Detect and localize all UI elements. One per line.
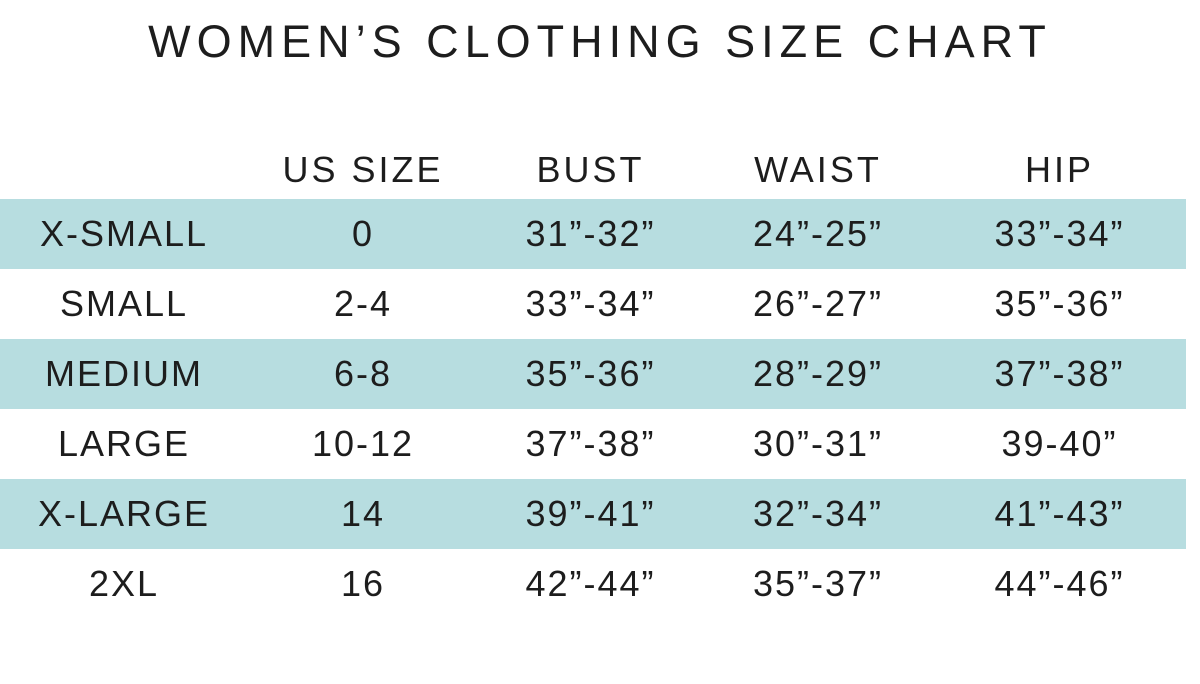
size-label-cell: LARGE [57, 422, 191, 464]
us-size-cell: 2-4 [333, 282, 393, 324]
hip-cell: 33”-34” [994, 212, 1125, 254]
size-column-header [0, 142, 248, 199]
hip-column-header: HIP [1024, 149, 1094, 191]
table-row-x-small: X-SMALL 0 31”-32” 24”-25” 33”-34” [0, 198, 1186, 269]
waist-cell: 26”-27” [752, 282, 884, 324]
table-row-large: LARGE 10-12 37”-38” 30”-31” 39-40” [0, 409, 1186, 479]
size-label-cell: 2XL [88, 562, 160, 604]
page-title: WOMEN’S CLOTHING SIZE CHART [148, 16, 1052, 67]
size-label-cell: MEDIUM [45, 352, 203, 394]
us-size-cell: 16 [340, 562, 386, 604]
us-size-column-header: US SIZE [282, 149, 444, 191]
hip-cell: 41”-43” [994, 492, 1125, 534]
hip-cell: 37”-38” [994, 352, 1125, 394]
us-size-cell: 10-12 [311, 422, 415, 464]
us-size-cell: 6-8 [333, 352, 393, 394]
size-label-cell: X-SMALL [39, 212, 209, 254]
bust-cell: 39”-41” [525, 492, 656, 534]
us-size-cell: 0 [351, 212, 375, 254]
hip-cell: 39-40” [1001, 422, 1118, 464]
bust-cell: 31”-32” [525, 212, 656, 254]
bust-column-header: BUST [536, 149, 645, 191]
waist-cell: 32”-34” [752, 492, 884, 534]
size-label-cell: SMALL [59, 282, 189, 324]
waist-cell: 28”-29” [752, 352, 884, 394]
table-row-medium: MEDIUM 6-8 35”-36” 28”-29” 37”-38” [0, 338, 1186, 409]
us-size-cell: 14 [340, 492, 386, 534]
bust-cell: 42”-44” [525, 562, 656, 604]
hip-cell: 44”-46” [994, 562, 1125, 604]
bust-cell: 37”-38” [525, 422, 656, 464]
bust-cell: 35”-36” [525, 352, 656, 394]
table-row-x-large: X-LARGE 14 39”-41” 32”-34” 41”-43” [0, 478, 1186, 549]
size-label-cell: X-LARGE [37, 492, 211, 534]
bust-cell: 33”-34” [525, 282, 656, 324]
table-row-small: SMALL 2-4 33”-34” 26”-27” 35”-36” [0, 269, 1186, 339]
waist-cell: 24”-25” [752, 212, 884, 254]
waist-cell: 35”-37” [752, 562, 884, 604]
table-header-row: US SIZE BUST WAIST HIP [0, 142, 1186, 199]
hip-cell: 35”-36” [994, 282, 1125, 324]
table-row-2xl: 2XL 16 42”-44” 35”-37” 44”-46” [0, 549, 1186, 619]
waist-cell: 30”-31” [752, 422, 884, 464]
size-chart-table: US SIZE BUST WAIST HIP X-SMALL 0 31”-32”… [0, 142, 1186, 619]
waist-column-header: WAIST [754, 149, 882, 191]
